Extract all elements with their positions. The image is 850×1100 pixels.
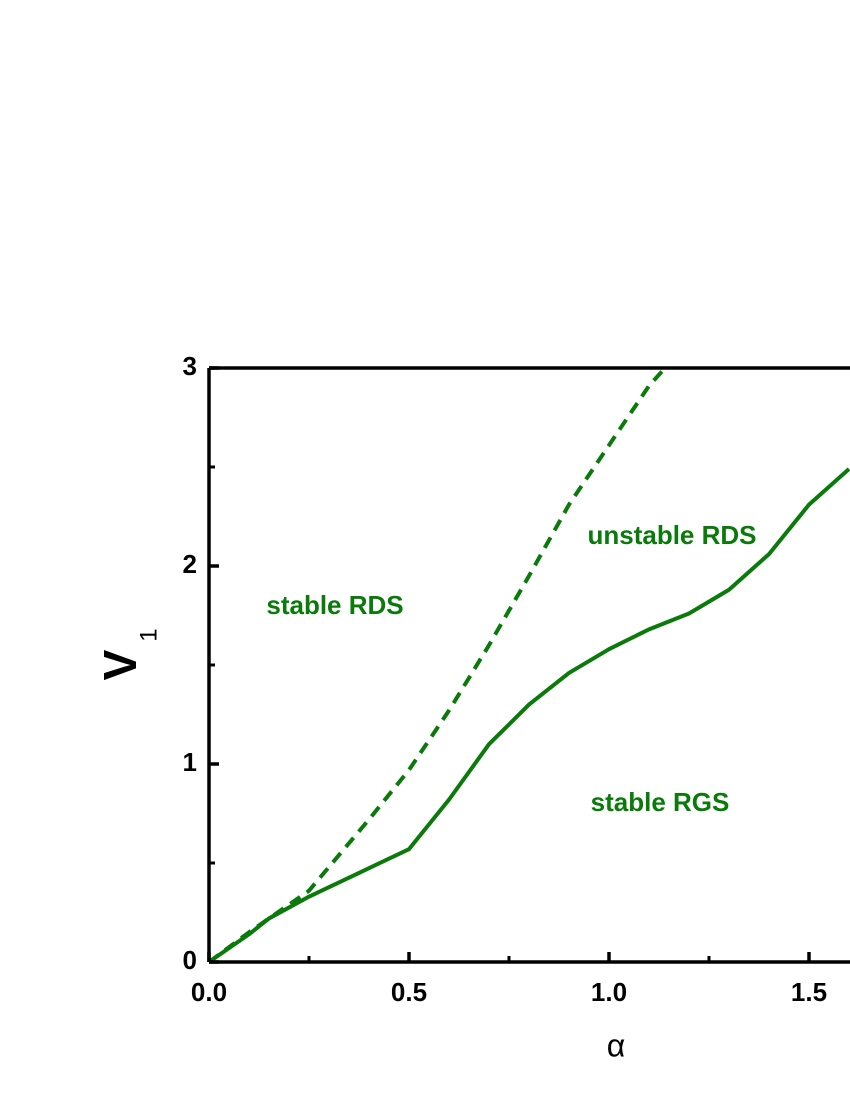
x-tick-label: 0.0 bbox=[191, 977, 227, 1007]
x-axis-label: α bbox=[607, 1027, 626, 1063]
y-axis-label: V bbox=[94, 649, 146, 680]
data-line bbox=[207, 467, 850, 964]
y-axis-label-sub: 1 bbox=[135, 628, 162, 641]
y-tick-label: 3 bbox=[183, 351, 197, 381]
x-tick-label: 1.0 bbox=[591, 977, 627, 1007]
x-tick-label: 0.5 bbox=[391, 977, 427, 1007]
y-tick-label: 1 bbox=[183, 747, 197, 777]
annotation: stable RGS bbox=[591, 787, 730, 817]
y-tick-label: 0 bbox=[183, 945, 197, 975]
annotation: unstable RDS bbox=[587, 520, 756, 550]
y-axis-label-group: V 1 bbox=[94, 628, 162, 680]
x-tick-label: 1.5 bbox=[791, 977, 827, 1007]
annotation: stable RDS bbox=[266, 590, 403, 620]
data-line bbox=[207, 366, 667, 964]
y-tick-label: 2 bbox=[183, 549, 197, 579]
